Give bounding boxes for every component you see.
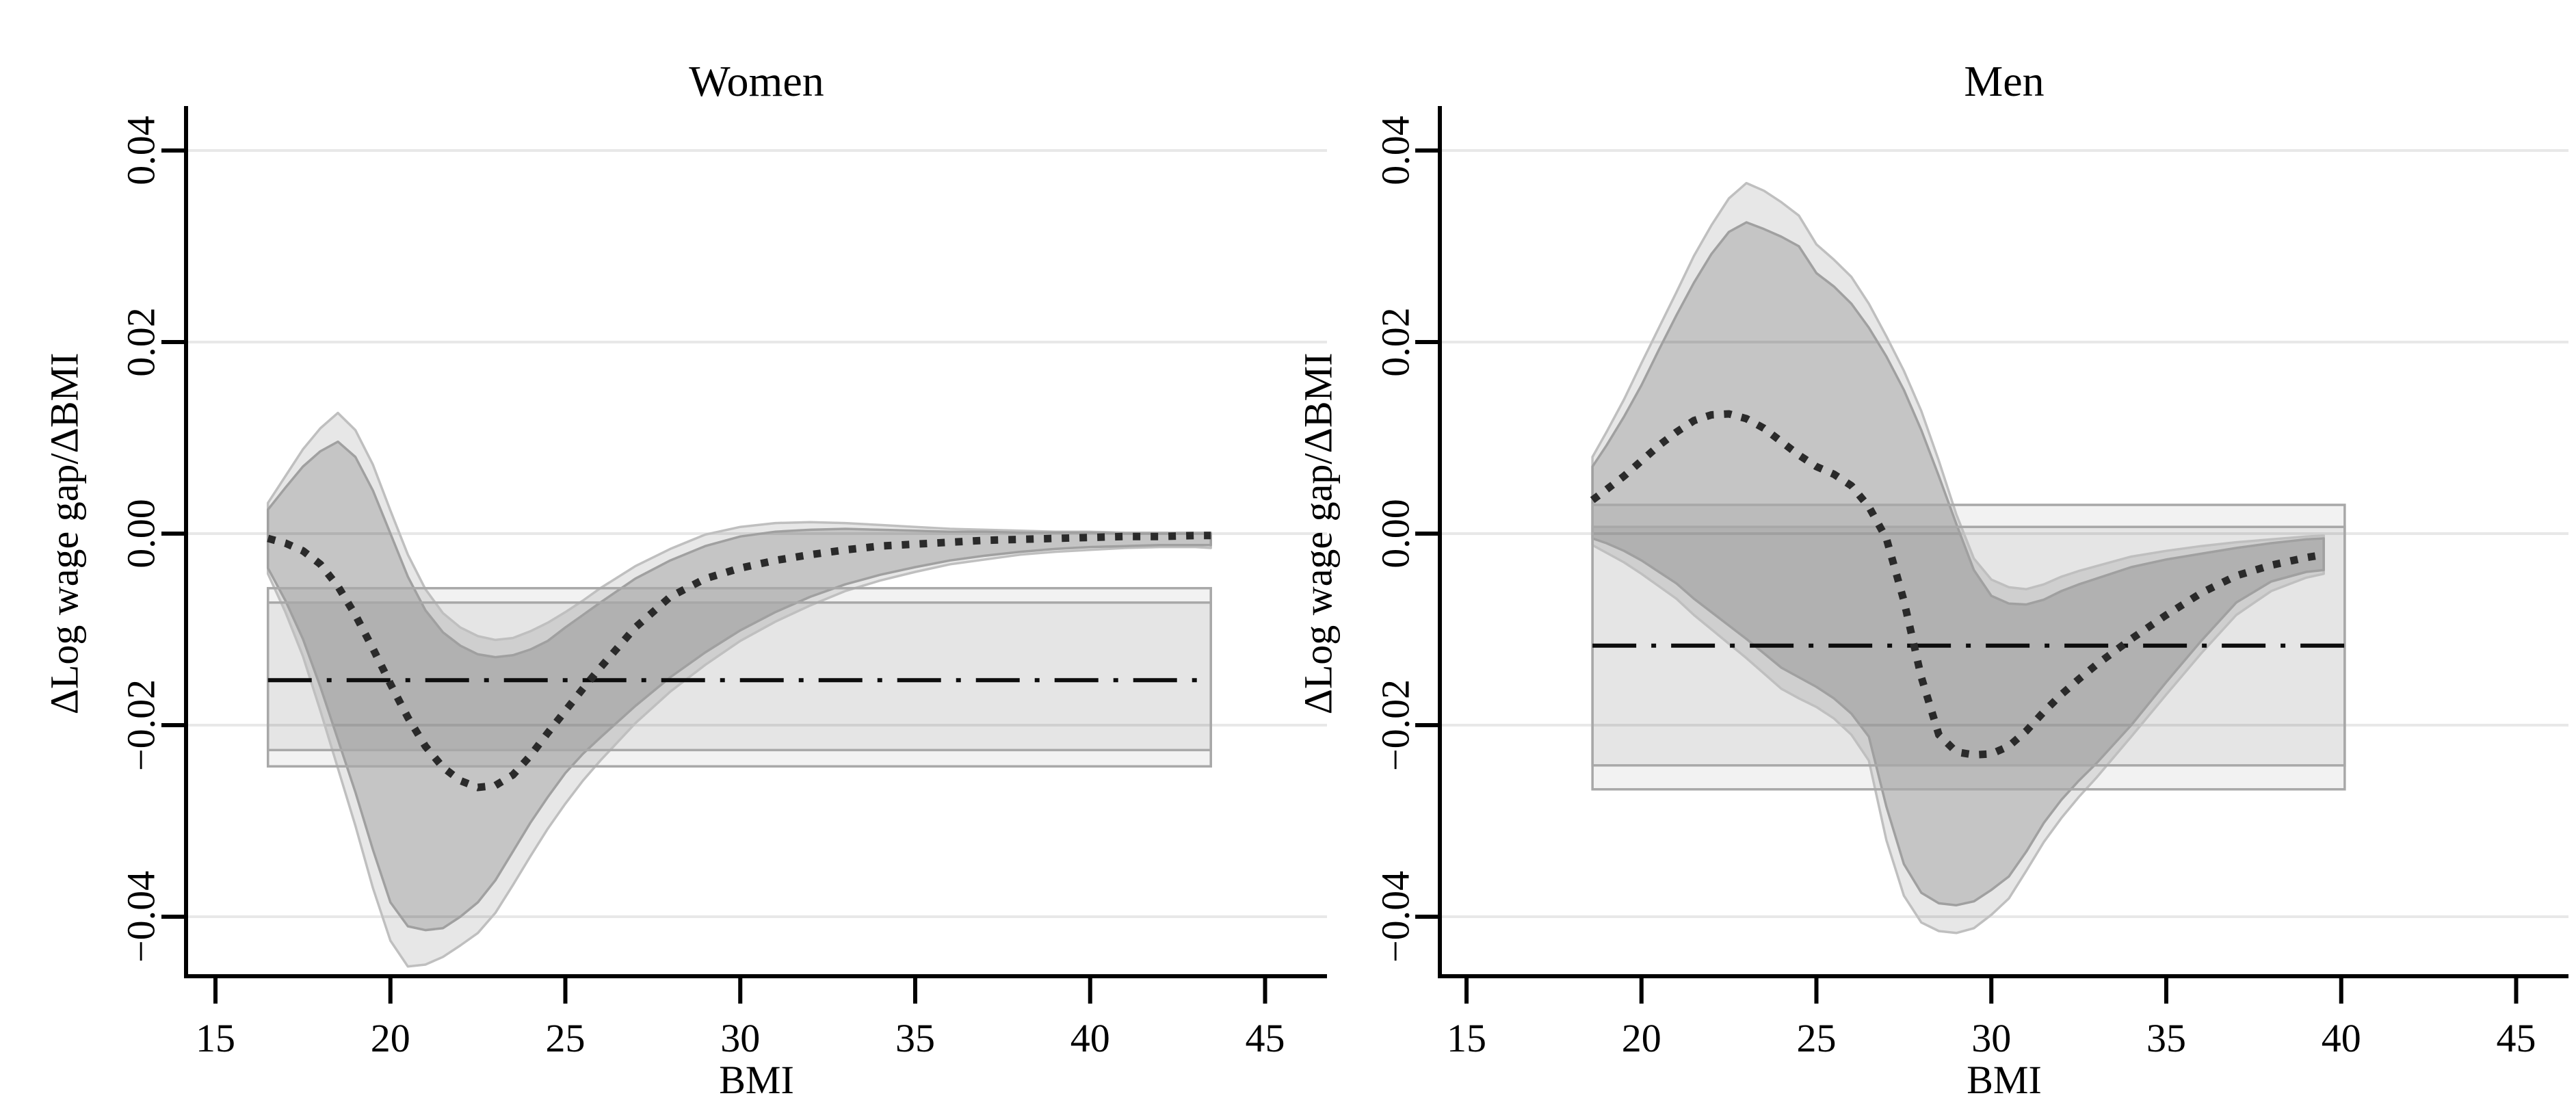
confidence-band-inner	[1591, 221, 2325, 906]
x-tick-label: 40	[1070, 1016, 1110, 1060]
panel-title: Women	[689, 57, 824, 105]
y-tick-label: −0.02	[1373, 679, 1417, 771]
x-tick-label: 45	[2497, 1016, 2536, 1060]
y-tick-label: 0.02	[118, 307, 163, 377]
confidence-band-outer	[266, 411, 1212, 968]
x-axis-label: BMI	[719, 1058, 794, 1102]
x-axis-label: BMI	[1967, 1058, 2042, 1102]
x-tick-label: 20	[371, 1016, 410, 1060]
x-tick-label: 30	[720, 1016, 760, 1060]
invariant-box-outer-fill	[267, 588, 1211, 767]
y-tick-label: 0.02	[1373, 307, 1417, 377]
wage-gap-slope-dotted-curve	[267, 532, 1211, 792]
x-tick-label: 35	[2146, 1016, 2186, 1060]
x-tick-label: 15	[196, 1016, 235, 1060]
confidence-band-inner	[266, 440, 1212, 932]
invariant-box-inner-border	[266, 601, 1212, 752]
y-axis-label: ΔLog wage gap/ΔBMI	[1296, 353, 1340, 715]
x-tick-label: 35	[895, 1016, 935, 1060]
panel-men: 0.04 0.02 0.00 −0.02 −0.04 15 20 25 30 35 40 45 BMI Δ…	[1296, 57, 2568, 1102]
y-tick-label: −0.04	[118, 871, 163, 963]
y-tick-label: 0.04	[1373, 116, 1417, 185]
x-tick-label: 25	[1797, 1016, 1837, 1060]
x-tick-label: 45	[1246, 1016, 1285, 1060]
confidence-band-outer	[1591, 181, 2325, 934]
y-tick-label: 0.00	[1373, 499, 1417, 568]
x-tick-label: 20	[1622, 1016, 1661, 1060]
invariant-box-inner-fill	[267, 602, 1211, 750]
x-tick-label: 15	[1447, 1016, 1486, 1060]
panel-women: 0.04 0.02 0.00 −0.02 −0.04 15 20 25 30 35 40 45 BMI Δ…	[42, 57, 1327, 1102]
y-tick-label: −0.04	[1373, 871, 1417, 963]
y-tick-label: −0.02	[118, 679, 163, 771]
y-tick-label: 0.04	[118, 116, 163, 185]
y-tick-label: 0.00	[118, 499, 163, 568]
x-tick-label: 30	[1971, 1016, 2011, 1060]
x-tick-label: 25	[546, 1016, 586, 1060]
panel-title: Men	[1964, 57, 2044, 105]
x-tick-label: 40	[2322, 1016, 2361, 1060]
y-axis-label: ΔLog wage gap/ΔBMI	[42, 353, 86, 715]
wage-gap-slope-dotted-curve	[1590, 410, 2325, 759]
